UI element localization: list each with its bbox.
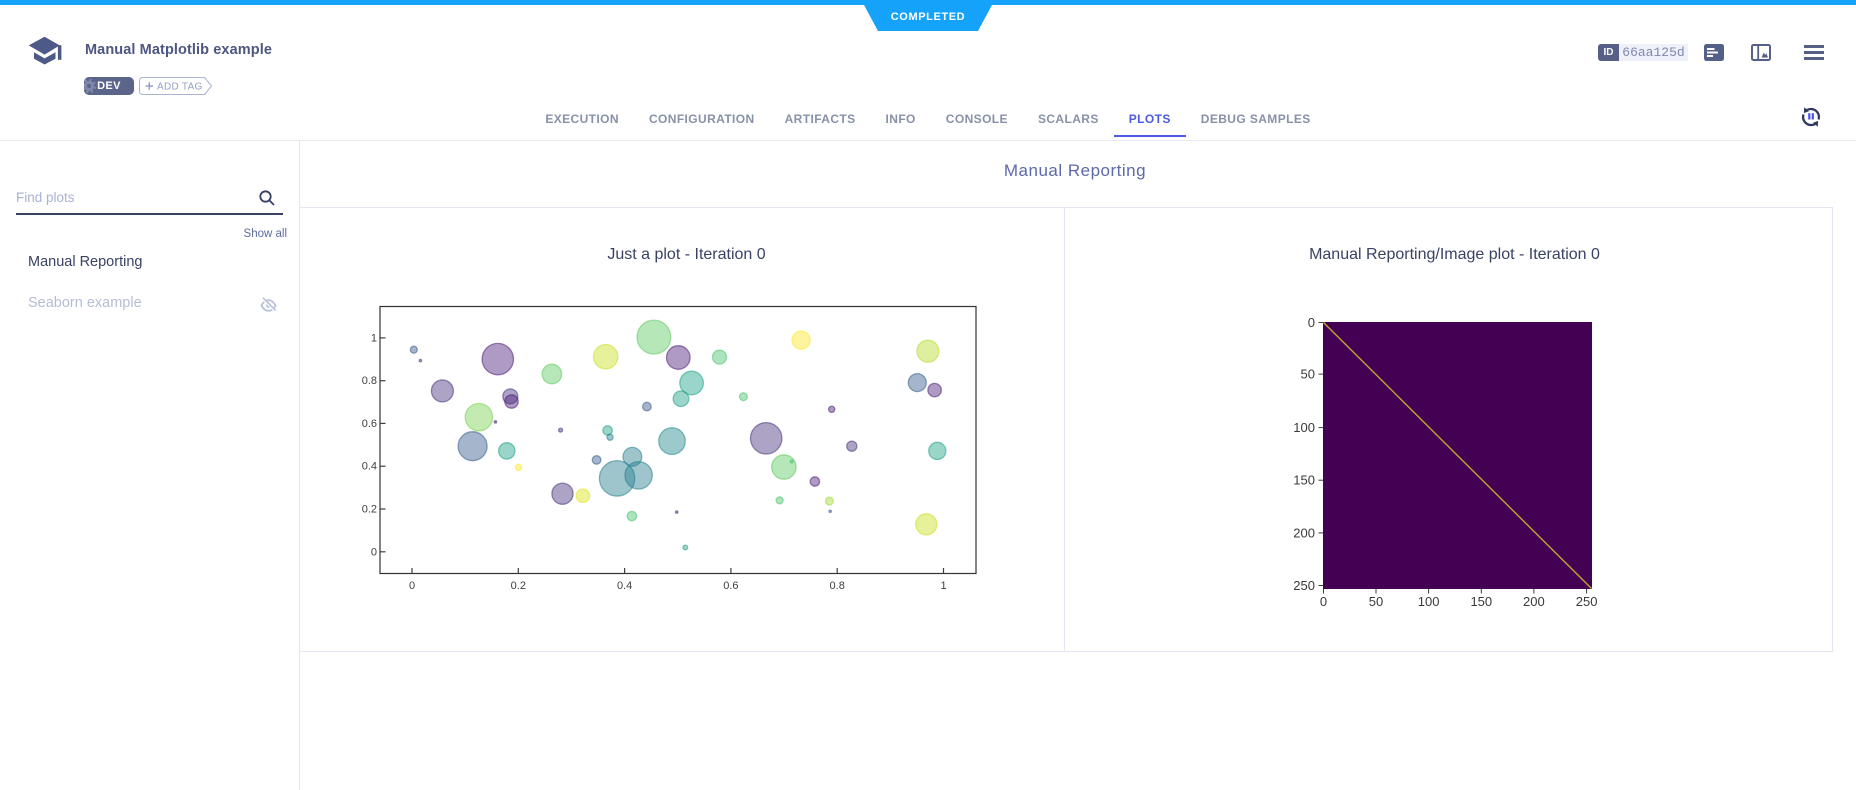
svg-text:1: 1 bbox=[371, 332, 377, 344]
svg-text:0.2: 0.2 bbox=[511, 580, 526, 592]
svg-text:0: 0 bbox=[1320, 594, 1327, 609]
svg-text:0.6: 0.6 bbox=[362, 418, 377, 430]
svg-text:50: 50 bbox=[1369, 594, 1383, 609]
svg-text:0.6: 0.6 bbox=[723, 580, 738, 592]
svg-text:200: 200 bbox=[1293, 525, 1315, 540]
svg-text:ADD TAG: ADD TAG bbox=[157, 82, 203, 93]
svg-text:100: 100 bbox=[1418, 594, 1440, 609]
svg-text:0.2: 0.2 bbox=[362, 504, 377, 516]
svg-text:0.4: 0.4 bbox=[362, 461, 377, 473]
svg-text:250: 250 bbox=[1576, 594, 1598, 609]
svg-text:0.4: 0.4 bbox=[617, 580, 632, 592]
svg-text:0.8: 0.8 bbox=[830, 580, 845, 592]
svg-text:1: 1 bbox=[940, 580, 946, 592]
svg-text:0: 0 bbox=[371, 546, 377, 558]
svg-text:0: 0 bbox=[1308, 315, 1315, 330]
svg-text:200: 200 bbox=[1523, 594, 1545, 609]
svg-text:100: 100 bbox=[1293, 420, 1315, 435]
svg-text:0.8: 0.8 bbox=[362, 375, 377, 387]
svg-text:150: 150 bbox=[1293, 473, 1315, 488]
svg-text:250: 250 bbox=[1293, 578, 1315, 593]
svg-text:150: 150 bbox=[1470, 594, 1492, 609]
svg-text:50: 50 bbox=[1301, 367, 1315, 382]
svg-text:0: 0 bbox=[409, 580, 415, 592]
